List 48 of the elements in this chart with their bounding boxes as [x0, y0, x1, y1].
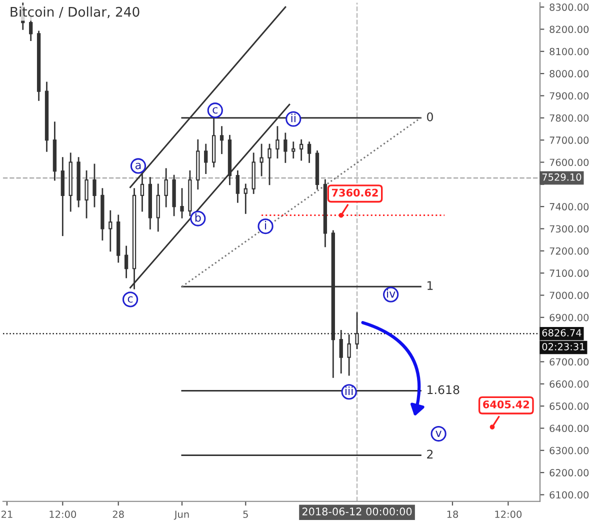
y-tick-label: 6600.00 — [550, 380, 589, 388]
y-tick-label: 7600.00 — [550, 158, 589, 166]
series-label: 1.618 — [428, 385, 460, 394]
ref-line-label: 2018-06-12 00:00:00 — [302, 508, 412, 516]
series-label: 2 — [427, 450, 433, 459]
ref-line-label: 7529.10 — [542, 173, 582, 181]
annotation: c — [128, 296, 133, 303]
x-tick-label: 5 — [243, 510, 248, 518]
y-tick-label: 6100.00 — [550, 491, 589, 499]
x-tick-label: 21 — [2, 510, 12, 518]
y-tick-label: 7700.00 — [550, 136, 589, 144]
y-tick-label: 7900.00 — [550, 92, 589, 100]
x-tick-label: 12:00 — [50, 510, 76, 518]
text: 02:23:31 — [542, 342, 584, 350]
y-tick-label: 7800.00 — [550, 114, 589, 122]
y-tick-label: 7400.00 — [550, 203, 589, 210]
y-tick-label: 6900.00 — [550, 314, 589, 322]
x-tick-label: 18 — [447, 510, 458, 518]
y-tick-label: 7100.00 — [550, 270, 589, 277]
chart-title: Bitcoin / Dollar, 240 — [10, 6, 140, 18]
annotation: ii — [291, 114, 296, 122]
y-tick-label: 6200.00 — [550, 469, 589, 476]
annotation: b — [195, 213, 201, 222]
y-tick-label: 6300.00 — [550, 446, 589, 454]
series-label: 0 — [427, 112, 433, 122]
annotation: 7360.62 — [332, 188, 378, 197]
annotation: c — [212, 107, 218, 114]
ref-line-label: 6826.74 — [542, 329, 582, 336]
y-tick-label: 6400.00 — [550, 424, 589, 432]
series-label: 1 — [428, 281, 433, 290]
annotation: v — [436, 430, 442, 437]
y-tick-label: 8000.00 — [550, 70, 589, 78]
y-tick-label: 8100.00 — [550, 48, 589, 56]
annotation: 6405.42 — [483, 400, 529, 408]
annotation: i — [265, 220, 266, 230]
y-tick-label: 6700.00 — [550, 358, 589, 366]
annotation: a — [136, 162, 141, 170]
annotation: iv — [387, 289, 396, 298]
annotation: iii — [345, 386, 353, 395]
y-tick-label: 8200.00 — [550, 26, 589, 34]
x-tick-label: Jun — [174, 510, 189, 520]
y-tick-label: 6500.00 — [550, 402, 589, 410]
y-tick-label: 7000.00 — [550, 292, 589, 300]
x-tick-label: 28 — [112, 510, 124, 518]
x-tick-label: 12:00 — [495, 510, 522, 518]
y-tick-label: 7300.00 — [550, 225, 589, 233]
y-tick-label: 8300.00 — [550, 4, 589, 11]
y-tick-label: 7200.00 — [550, 247, 589, 255]
